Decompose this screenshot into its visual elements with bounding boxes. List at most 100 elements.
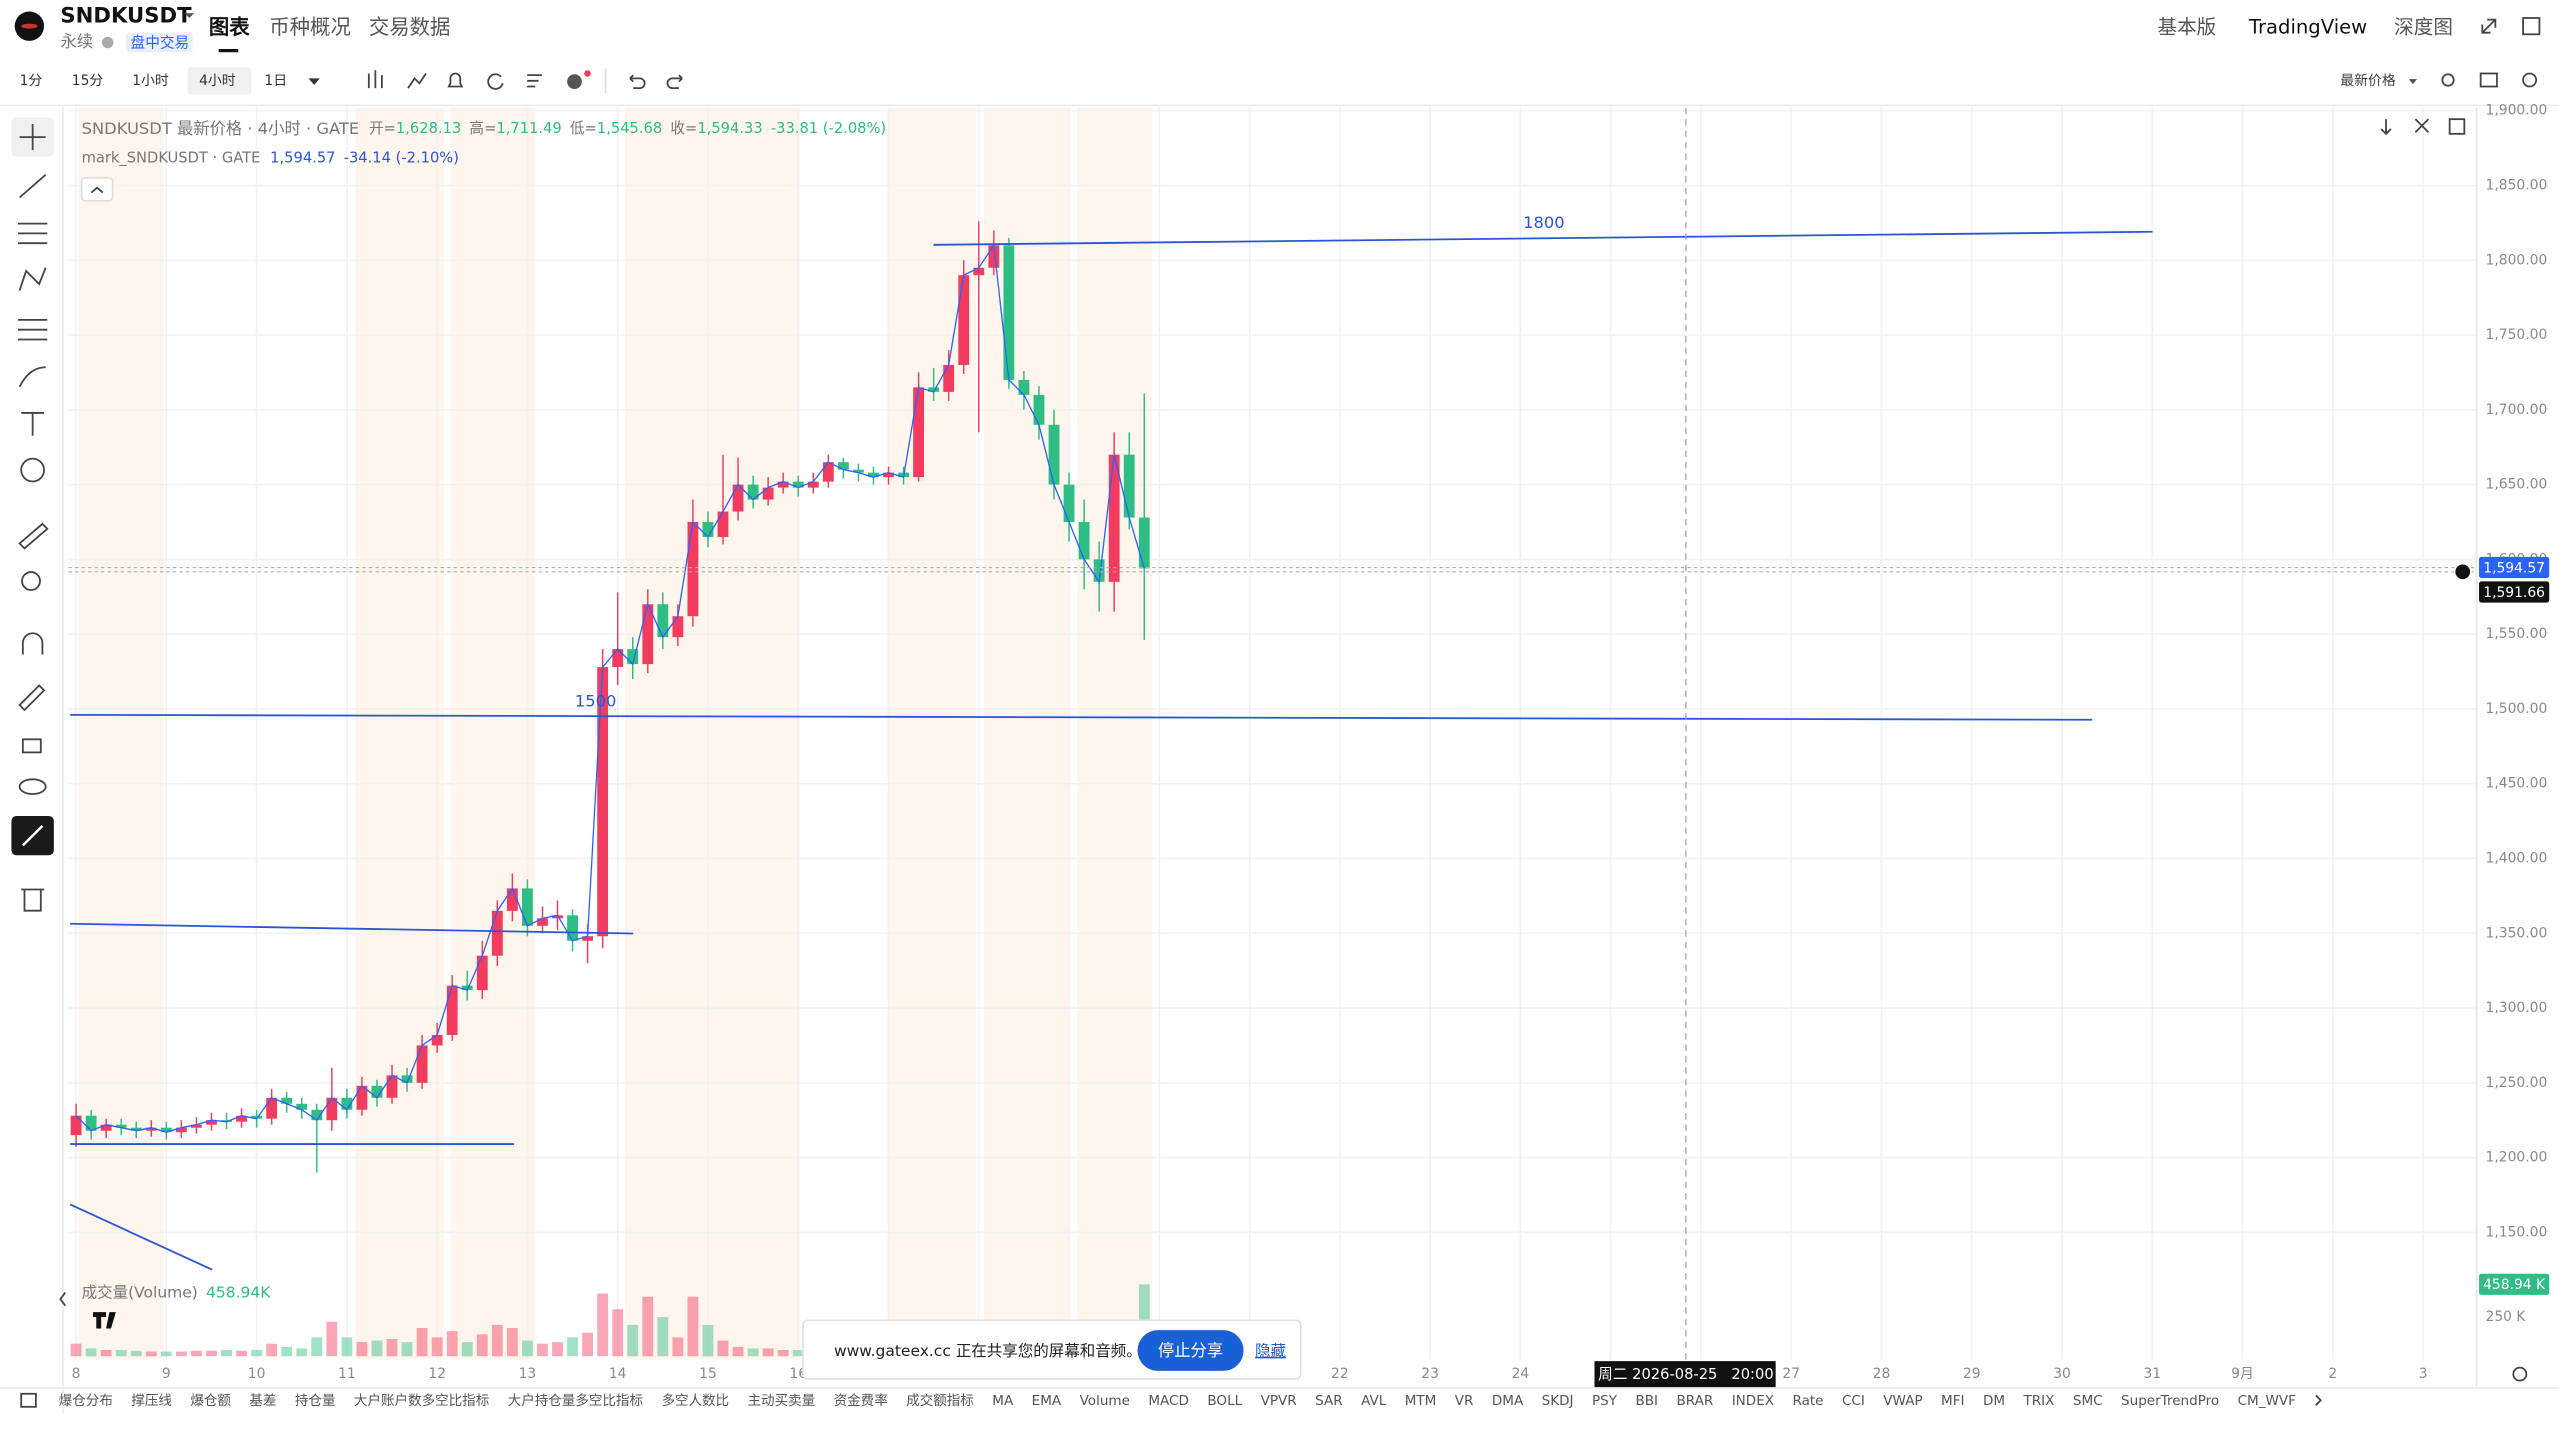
indicator[interactable]: INDEX — [1732, 1393, 1774, 1409]
candle-type-icon[interactable] — [367, 70, 383, 89]
indicator[interactable]: Volume — [1080, 1393, 1130, 1409]
more-indicators[interactable] — [2315, 1394, 2322, 1406]
drawing-label: 1800 — [1523, 213, 1565, 232]
scroll-icon[interactable] — [2380, 119, 2392, 136]
indicator[interactable]: Rate — [1792, 1393, 1823, 1409]
indicator[interactable]: SMC — [2073, 1393, 2103, 1409]
emoji-tool[interactable] — [20, 457, 45, 483]
add-alert-icon[interactable] — [2453, 562, 2472, 581]
close-icon[interactable] — [2414, 118, 2430, 133]
indicator[interactable]: MFI — [1941, 1393, 1964, 1409]
indicator[interactable]: DMA — [1492, 1393, 1524, 1409]
expand-icon[interactable] — [59, 1292, 66, 1307]
indicator[interactable]: 大户账户数多空比指标 — [354, 1392, 489, 1409]
indicator[interactable]: 多空人数比 — [661, 1392, 729, 1409]
candle-body — [70, 1115, 82, 1136]
stop-share-bg[interactable] — [1137, 1330, 1244, 1371]
undo-icon[interactable] — [629, 74, 646, 90]
indicator[interactable]: SuperTrendPro — [2121, 1393, 2219, 1409]
drawing-tools — [11, 117, 54, 912]
indicator[interactable]: DM — [1983, 1393, 2005, 1409]
indicator[interactable]: MA — [992, 1393, 1014, 1409]
brush-tool[interactable] — [18, 366, 46, 388]
indicator[interactable]: BOLL — [1207, 1393, 1242, 1409]
zoom-tool[interactable] — [21, 571, 41, 591]
interval[interactable]: 1小时 — [132, 73, 169, 89]
axis-settings[interactable] — [2512, 1366, 2528, 1382]
x-tick-label: 29 — [1963, 1366, 1981, 1382]
symbol-dropdown[interactable] — [184, 13, 195, 18]
ruler-tool[interactable] — [18, 522, 49, 550]
projection-tool[interactable] — [17, 319, 48, 341]
indicator[interactable]: 资金费率 — [834, 1392, 888, 1409]
interval-dropdown[interactable] — [308, 78, 320, 85]
template-icon[interactable] — [527, 74, 542, 88]
candle-body — [1063, 484, 1075, 522]
search-icon[interactable] — [2441, 73, 2455, 87]
indicator[interactable]: SAR — [1315, 1393, 1343, 1409]
indicator[interactable]: EMA — [1032, 1393, 1062, 1409]
indicator[interactable]: TRIX — [2022, 1393, 2054, 1409]
pattern-tool[interactable] — [18, 267, 47, 291]
lock-draw-tool[interactable] — [18, 684, 46, 712]
tab[interactable]: 币种概况 — [269, 15, 351, 39]
price-type[interactable]: 最新价格 — [2340, 73, 2396, 89]
indicator[interactable]: SKDJ — [1542, 1393, 1574, 1409]
candle-body — [807, 481, 819, 488]
indicator[interactable]: MTM — [1405, 1393, 1437, 1409]
settings-icon[interactable] — [2522, 72, 2538, 88]
header-link[interactable]: 深度图 — [2394, 15, 2453, 38]
indicator[interactable]: PSY — [1592, 1393, 1618, 1409]
magnet-tool[interactable] — [21, 632, 44, 655]
text-tool[interactable] — [21, 412, 45, 436]
indicator[interactable]: BRAR — [1676, 1393, 1713, 1409]
window-icon[interactable] — [2522, 17, 2541, 36]
indicator[interactable]: VWAP — [1883, 1393, 1922, 1409]
indicator[interactable]: AVL — [1361, 1393, 1387, 1409]
candle-body — [160, 1127, 172, 1133]
indicator-icon[interactable] — [407, 72, 427, 89]
price-type-dropdown[interactable] — [2408, 79, 2418, 85]
indicator[interactable]: 成交额指标 — [906, 1392, 974, 1409]
header-link[interactable]: TradingView — [2248, 15, 2367, 38]
indicator[interactable]: BBI — [1635, 1393, 1658, 1409]
volume-bar — [416, 1328, 428, 1357]
indicator[interactable]: MACD — [1148, 1393, 1189, 1409]
info-icon[interactable] — [102, 36, 114, 49]
indicator[interactable]: CM_WVF — [2238, 1393, 2296, 1409]
indicator[interactable]: VR — [1455, 1393, 1474, 1409]
plus-icon[interactable] — [567, 74, 582, 89]
redo-icon[interactable] — [666, 74, 683, 90]
indicator[interactable]: 持仓量 — [295, 1393, 336, 1409]
lock-tool[interactable] — [21, 738, 42, 754]
tab[interactable]: 交易数据 — [369, 15, 451, 39]
bottom-icon[interactable] — [20, 1392, 37, 1408]
indicator[interactable]: 基差 — [249, 1392, 276, 1409]
tab[interactable]: 图表 — [209, 15, 250, 39]
interval[interactable]: 15分 — [72, 73, 104, 89]
interval[interactable]: 1分 — [20, 73, 43, 89]
indicator[interactable]: 爆仓分布 — [59, 1393, 113, 1409]
visibility-tool[interactable] — [18, 778, 47, 795]
indicator[interactable]: 撑压线 — [131, 1393, 172, 1409]
interval[interactable]: 4小时 — [199, 73, 236, 89]
indicator[interactable]: 主动买卖量 — [748, 1393, 816, 1409]
indicator[interactable]: VPVR — [1261, 1393, 1298, 1409]
crosshair-tool[interactable] — [19, 124, 46, 151]
hide-link[interactable]: 隐藏 — [1255, 1342, 1286, 1360]
fullscreen-icon[interactable] — [2481, 18, 2497, 34]
replay-icon[interactable] — [487, 73, 504, 90]
delete-tool[interactable] — [21, 888, 45, 912]
trendline-tool[interactable] — [18, 173, 47, 199]
indicator[interactable]: 大户持仓量多空比指标 — [508, 1392, 643, 1409]
alert-icon[interactable] — [447, 72, 464, 88]
fib-tool[interactable] — [17, 222, 48, 245]
collapse-button[interactable] — [80, 177, 114, 202]
indicator[interactable]: CCI — [1842, 1393, 1865, 1409]
header-link[interactable]: 基本版 — [2158, 15, 2217, 38]
reset-icon[interactable] — [2448, 118, 2466, 135]
camera-icon[interactable] — [2479, 72, 2498, 88]
symbol[interactable]: SNDKUSDT — [60, 3, 192, 28]
indicator[interactable]: 爆仓额 — [190, 1393, 231, 1409]
interval[interactable]: 1日 — [264, 73, 287, 89]
